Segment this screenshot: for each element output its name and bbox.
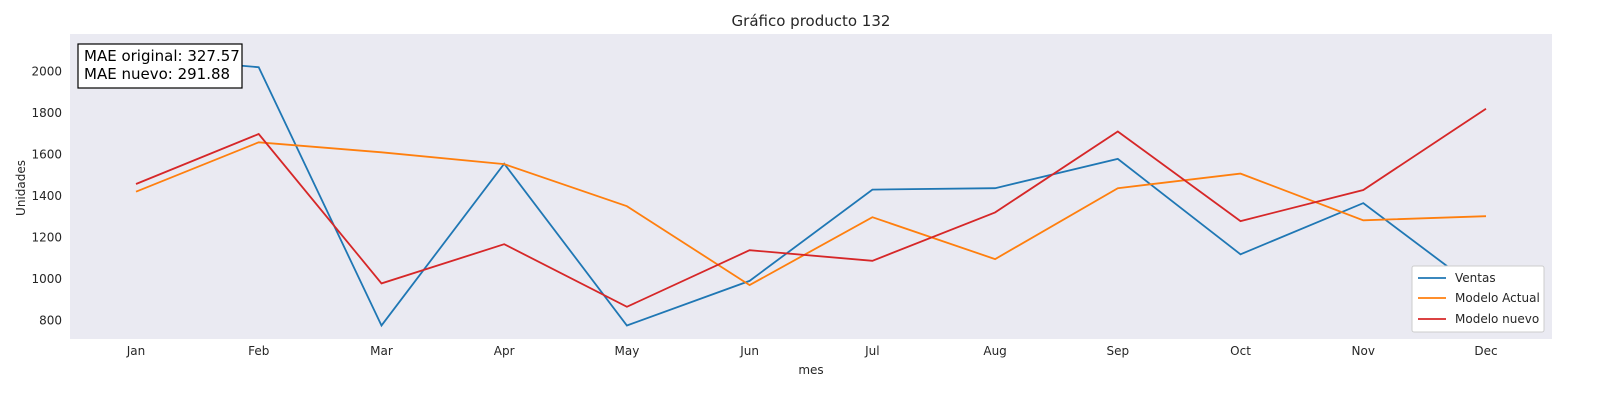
x-tick-label: Jul <box>864 344 879 358</box>
x-tick-label: Mar <box>370 344 393 358</box>
y-tick-label: 1600 <box>31 147 62 161</box>
y-tick-label: 1000 <box>31 272 62 286</box>
y-tick-label: 1200 <box>31 230 62 244</box>
legend-label-modelo-nuevo: Modelo nuevo <box>1455 312 1539 326</box>
x-tick-label: Nov <box>1352 344 1375 358</box>
legend-label-ventas: Ventas <box>1455 271 1496 285</box>
x-tick-label: Apr <box>494 344 515 358</box>
axis-ticks: Jan Feb Mar Apr May Jun Jul Aug Sep Oct Nov Dec 800 1… <box>31 64 1497 358</box>
series-line-ventas <box>135 55 1487 328</box>
series-line-modelo-nuevo <box>135 107 1487 308</box>
x-tick-label: Aug <box>983 344 1006 358</box>
y-tick-label: 1800 <box>31 106 62 120</box>
legend: Ventas Modelo Actual Modelo nuevo <box>1411 265 1545 333</box>
legend-label-modelo-actual: Modelo Actual <box>1455 291 1540 305</box>
mae-original-text: MAE original: 327.57 <box>84 47 240 65</box>
y-axis-label: Unidades <box>14 160 28 216</box>
x-tick-label: Oct <box>1230 344 1251 358</box>
x-tick-label: Jun <box>739 344 759 358</box>
y-tick-label: 1400 <box>31 189 62 203</box>
chart-title: Gráfico producto 132 <box>732 12 891 30</box>
x-tick-label: Sep <box>1107 344 1130 358</box>
x-tick-label: Feb <box>248 344 269 358</box>
series-line-modelo-actual <box>135 141 1487 287</box>
x-axis-label: mes <box>798 363 823 377</box>
mae-annotation: MAE original: 327.57 MAE nuevo: 291.88 <box>77 43 243 89</box>
x-tick-label: Dec <box>1474 344 1497 358</box>
mae-nuevo-text: MAE nuevo: 291.88 <box>84 65 230 83</box>
y-tick-label: 2000 <box>31 64 62 78</box>
x-tick-label: May <box>615 344 640 358</box>
series-lines <box>135 55 1487 328</box>
y-tick-label: 800 <box>39 313 62 327</box>
x-tick-label: Jan <box>126 344 146 358</box>
plot-area <box>70 34 1552 339</box>
